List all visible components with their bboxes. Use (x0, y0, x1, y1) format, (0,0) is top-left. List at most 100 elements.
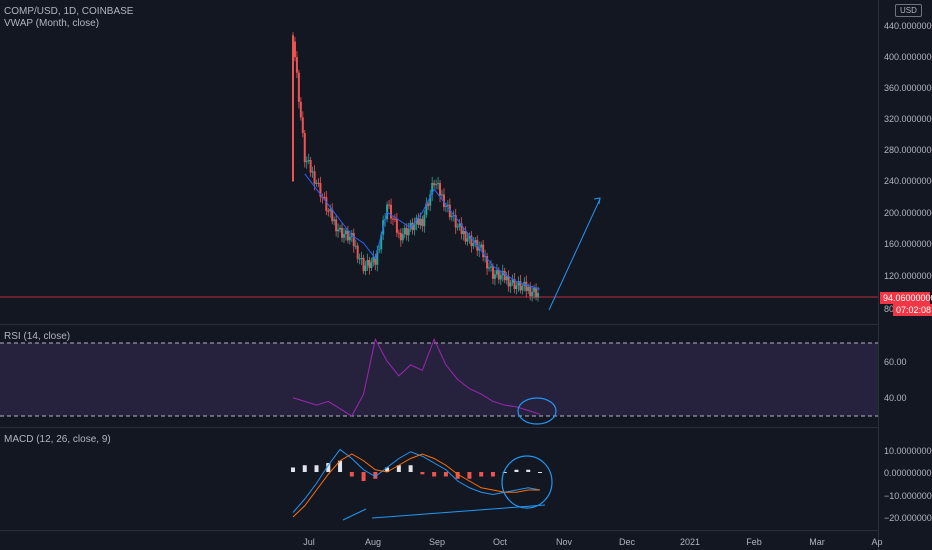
macd-histogram-bar (526, 469, 531, 472)
candle-body (307, 160, 310, 162)
price-axis-label: 80. (884, 304, 897, 314)
signal-line (292, 453, 540, 518)
candle-body (533, 287, 536, 292)
time-axis-label: Ap (871, 537, 883, 547)
macd-histogram-bar (432, 472, 437, 477)
candle-body (499, 275, 502, 280)
candle-body (323, 196, 326, 198)
vwap-line (304, 173, 541, 290)
candle-body (464, 231, 467, 242)
candle-body (329, 209, 332, 212)
time-axis-label: 2021 (679, 537, 701, 547)
candle-body (335, 219, 338, 232)
candle-body (513, 279, 516, 290)
candle-body (342, 234, 345, 238)
candle-body (313, 171, 316, 184)
candle-body (419, 218, 422, 226)
candle-body (511, 279, 514, 283)
macd-circle-drawing[interactable] (501, 455, 553, 509)
candle-body (380, 234, 383, 250)
macd-label[interactable]: MACD (12, 26, close, 9) (4, 434, 111, 445)
candle-body (399, 232, 402, 241)
time-axis-label: Mar (809, 537, 825, 547)
candle-body (425, 203, 428, 215)
candle-body (470, 235, 473, 247)
price-axis-label: 280.00000000 (884, 145, 932, 155)
candles-group (292, 32, 540, 302)
candle-body (327, 210, 330, 212)
candle-body (303, 133, 306, 163)
macd-histogram-bar (349, 472, 354, 477)
candle-body (440, 194, 443, 196)
candle-body (293, 41, 296, 58)
candle-body (413, 223, 416, 231)
candle-body (333, 219, 336, 222)
price-axis-label: 320.00000000 (884, 114, 932, 124)
trend-arrow-drawing[interactable] (548, 198, 601, 311)
candle-body (301, 117, 304, 134)
candle-body (505, 276, 508, 281)
candle-body (299, 101, 302, 118)
macd-histogram-bar (338, 460, 343, 472)
candle-body (409, 222, 412, 229)
candle-body (442, 194, 445, 207)
candle-body (388, 204, 391, 206)
time-axis-label: Aug (364, 537, 382, 547)
candle-body (515, 285, 518, 290)
candle-body (358, 258, 361, 260)
candle-body (531, 292, 534, 297)
currency-badge[interactable]: USD (895, 4, 922, 17)
rsi-label[interactable]: RSI (14, close) (4, 331, 71, 342)
candle-body (454, 215, 457, 228)
candle-body (395, 218, 398, 233)
macd-axis-label: −20.00000000 (884, 513, 932, 523)
time-axis-label: Dec (618, 537, 636, 547)
rsi-circle-drawing[interactable] (517, 397, 557, 425)
candle-body (456, 226, 459, 228)
candle-body (503, 270, 506, 281)
candle-body (423, 214, 426, 227)
candle-body (480, 244, 483, 248)
candle-body (462, 231, 465, 234)
price-axis-label: 200.00000000 (884, 208, 932, 218)
candle-body (341, 227, 344, 238)
candle-body (374, 256, 377, 265)
candle-body (417, 217, 420, 226)
candle-body (535, 287, 538, 298)
candle-body (478, 247, 481, 251)
candle-body (529, 286, 532, 297)
symbol-title[interactable]: COMP/USD, 1D, COINBASE (4, 6, 134, 17)
macd-histogram-bar (302, 465, 307, 472)
macd-histogram-bar (538, 472, 542, 473)
candle-body (378, 249, 381, 251)
macd-histogram-bar (326, 463, 331, 472)
candle-body (376, 250, 379, 265)
candle-body (405, 227, 408, 236)
macd-histogram-bar (314, 465, 319, 472)
candle-body (517, 281, 520, 286)
candle-body (325, 197, 328, 211)
price-axis-label: 400.00000000 (884, 52, 932, 62)
candle-body (448, 204, 451, 218)
candle-body (482, 244, 485, 258)
candle-body (411, 222, 414, 231)
macd-divergence-line[interactable] (371, 504, 546, 519)
macd-histogram-bar (361, 472, 366, 481)
price-axis-label: 160.00000000 (884, 239, 932, 249)
price-axis-label: 440.00000000 (884, 21, 932, 31)
candle-body (429, 194, 432, 206)
candle-body (431, 183, 434, 195)
macd-divergence-line-2[interactable] (342, 508, 367, 521)
macd-histogram-bar (408, 465, 413, 472)
candle-body (397, 232, 400, 234)
candle-body (460, 223, 463, 234)
candle-body (401, 234, 404, 241)
macd-histogram-bar (373, 472, 378, 479)
candle-body (297, 72, 300, 102)
macd-histogram-bar (455, 472, 460, 479)
vwap-label[interactable]: VWAP (Month, close) (4, 18, 100, 29)
rsi-band (0, 343, 878, 416)
candle-body (362, 257, 365, 272)
candle-body (337, 229, 340, 232)
